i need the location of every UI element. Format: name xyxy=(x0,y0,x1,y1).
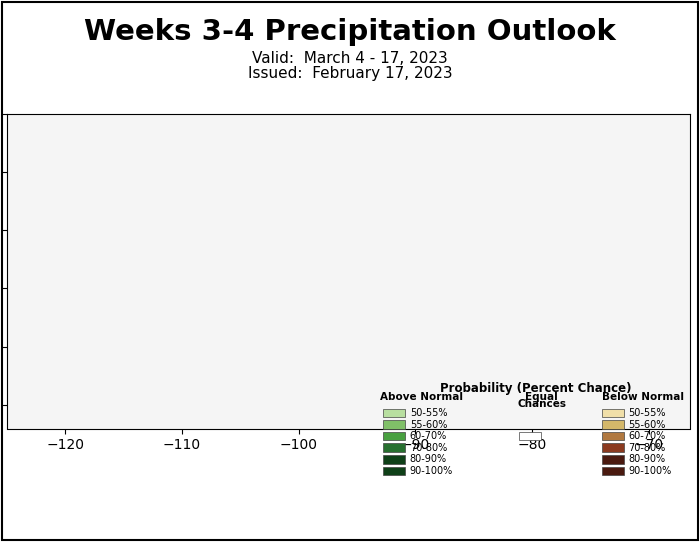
Bar xyxy=(602,443,624,452)
Bar xyxy=(602,467,624,475)
Text: Below Normal: Below Normal xyxy=(602,392,685,402)
Text: 80-90%: 80-90% xyxy=(410,455,447,464)
Bar xyxy=(383,409,405,417)
Text: 55-60%: 55-60% xyxy=(629,420,666,429)
Bar xyxy=(383,455,405,464)
Text: 80-90%: 80-90% xyxy=(629,455,666,464)
Text: Weeks 3-4 Precipitation Outlook: Weeks 3-4 Precipitation Outlook xyxy=(84,18,616,46)
Text: Issued:  February 17, 2023: Issued: February 17, 2023 xyxy=(248,66,452,81)
Text: 90-100%: 90-100% xyxy=(629,466,672,476)
Bar xyxy=(383,420,405,429)
Bar xyxy=(602,432,624,441)
Text: Valid:  March 4 - 17, 2023: Valid: March 4 - 17, 2023 xyxy=(252,51,448,67)
Text: 60-70%: 60-70% xyxy=(629,431,666,441)
Text: 60-70%: 60-70% xyxy=(410,431,447,441)
Bar xyxy=(519,432,540,441)
Text: 90-100%: 90-100% xyxy=(410,466,453,476)
Text: Equal: Equal xyxy=(525,392,558,402)
Text: Above Normal: Above Normal xyxy=(380,392,463,402)
Bar xyxy=(383,432,405,441)
Text: 55-60%: 55-60% xyxy=(410,420,447,429)
Bar xyxy=(602,409,624,417)
Text: 50-55%: 50-55% xyxy=(410,408,447,418)
Bar xyxy=(383,443,405,452)
Text: 50-55%: 50-55% xyxy=(629,408,666,418)
Text: Probability (Percent Chance): Probability (Percent Chance) xyxy=(440,382,631,395)
Bar xyxy=(383,467,405,475)
Text: 70-80%: 70-80% xyxy=(629,443,666,453)
Text: 70-80%: 70-80% xyxy=(410,443,447,453)
Bar xyxy=(602,455,624,464)
Text: Chances: Chances xyxy=(517,399,566,409)
Bar xyxy=(602,420,624,429)
